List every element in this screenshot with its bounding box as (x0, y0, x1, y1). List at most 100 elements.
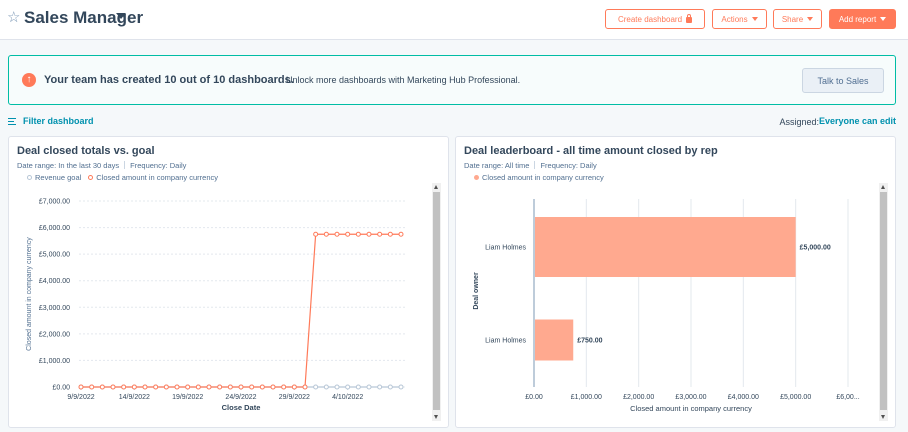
scrollbar-thumb[interactable] (880, 192, 887, 410)
data-point (110, 384, 116, 390)
report-title[interactable]: Deal leaderboard - all time amount close… (464, 145, 718, 157)
data-point (334, 231, 340, 237)
x-axis-label: Close Date (222, 403, 261, 412)
date-range: Date range: In the last 30 days (17, 161, 120, 170)
data-point (377, 384, 383, 390)
legend-item-revenue-goal[interactable]: Revenue goal (27, 173, 81, 182)
data-point (313, 384, 319, 390)
legend-item-closed-amount[interactable]: Closed amount in company currency (88, 173, 218, 182)
data-point (249, 384, 255, 390)
x-tick-label: £0.00 (525, 394, 543, 401)
data-point (313, 231, 319, 237)
category-label: Liam Holmes (485, 338, 526, 345)
bar (535, 217, 796, 277)
data-point (377, 231, 383, 237)
caret-down-icon (880, 17, 887, 21)
y-tick-label: £4,000.00 (39, 278, 70, 285)
chevron-down-icon[interactable] (116, 13, 126, 19)
scroll-down-icon[interactable] (881, 415, 885, 419)
x-tick-label: 14/9/2022 (119, 394, 150, 401)
y-tick-label: £3,000.00 (39, 305, 70, 312)
add-report-label: Add report (838, 14, 877, 24)
y-tick-label: £6,000.00 (39, 225, 70, 232)
line-chart: £0.00 £1,000.00 £2,000.00 £3,000.00 £4,000.0… (26, 199, 405, 412)
data-point (366, 384, 372, 390)
caret-down-icon (751, 17, 758, 21)
frequency: Frequency: Daily (540, 161, 597, 170)
series-line (81, 233, 401, 388)
data-point (217, 384, 223, 390)
y-tick-label: £5,000.00 (39, 252, 70, 259)
scroll-down-icon[interactable] (434, 415, 438, 419)
legend-item-closed-amount[interactable]: Closed amount in company currency (474, 173, 604, 182)
report-meta: Date range: All time Frequency: Daily (464, 161, 597, 170)
create-dashboard-button[interactable]: Create dashboard (605, 9, 705, 29)
y-axis-label: Closed amount in company currency (26, 237, 33, 351)
create-dashboard-label: Create dashboard (617, 14, 683, 24)
scroll-up-icon[interactable] (881, 185, 885, 189)
talk-to-sales-button[interactable]: Talk to Sales (802, 68, 884, 93)
x-tick-label: 4/10/2022 (332, 394, 363, 401)
x-tick-label: 24/9/2022 (225, 394, 256, 401)
y-tick-label: £0.00 (52, 385, 70, 392)
legend-label: Closed amount in company currency (96, 173, 219, 182)
legend-marker (88, 175, 94, 180)
filter-row: Filter dashboard Assigned: Everyone can … (8, 116, 896, 130)
legend-label: Revenue goal (35, 173, 82, 182)
data-point (99, 384, 105, 390)
data-point (163, 384, 169, 390)
scroll-up-icon[interactable] (434, 185, 438, 189)
filter-dashboard-link[interactable]: Filter dashboard (23, 116, 94, 126)
x-tick-label: £5,000.00 (780, 394, 811, 401)
x-tick-label: £2,000.00 (623, 394, 654, 401)
share-label: Share (781, 14, 804, 24)
data-point (78, 384, 84, 390)
data-point (195, 384, 201, 390)
x-tick-label: £6,00... (836, 394, 859, 401)
data-point (302, 384, 308, 390)
lock-icon (686, 14, 693, 23)
scrollbar-thumb[interactable] (433, 192, 440, 410)
bar (535, 319, 574, 361)
assigned-label: Assigned: (779, 117, 819, 127)
report-title[interactable]: Deal closed totals vs. goal (17, 145, 155, 157)
legend-marker (474, 175, 479, 180)
data-point (185, 384, 191, 390)
scrollbar[interactable] (432, 183, 441, 421)
data-point (174, 384, 180, 390)
data-point (238, 384, 244, 390)
data-point (89, 384, 95, 390)
date-range: Date range: All time (464, 161, 530, 170)
data-point (398, 231, 404, 237)
bar-chart: £0.00 £1,000.00 £2,000.00 £3,000.00 £4,000.0… (473, 199, 860, 413)
assigned-value-link[interactable]: Everyone can edit (818, 116, 896, 126)
scrollbar[interactable] (879, 183, 888, 421)
data-point (206, 384, 212, 390)
y-axis-label: Deal owner (473, 272, 480, 310)
data-point (387, 231, 393, 237)
x-tick-label: 19/9/2022 (172, 394, 203, 401)
arrow-up-icon: ↑ (22, 73, 36, 87)
data-point (323, 384, 329, 390)
chart-legend: Closed amount in company currency (474, 173, 604, 182)
data-point (281, 384, 287, 390)
data-label: £750.00 (577, 338, 602, 345)
banner-background (9, 56, 895, 104)
add-report-button[interactable]: Add report (829, 9, 896, 29)
star-icon[interactable]: ☆ (7, 9, 21, 26)
dashboard-title[interactable]: Sales Manager (24, 8, 144, 27)
share-button[interactable]: Share (773, 9, 822, 29)
category-label: Liam Holmes (485, 245, 526, 252)
x-tick-label: £1,000.00 (571, 394, 602, 401)
top-bar: ☆ Sales Manager Create dashboard Actions… (0, 0, 908, 40)
data-point (323, 231, 329, 237)
data-point (291, 384, 297, 390)
actions-label: Actions (721, 14, 748, 24)
data-point (142, 384, 148, 390)
filter-icon[interactable] (8, 118, 16, 126)
caret-down-icon (807, 17, 814, 21)
actions-button[interactable]: Actions (712, 9, 767, 29)
data-point (355, 384, 361, 390)
data-point (334, 384, 340, 390)
x-axis-label: Closed amount in company currency (630, 404, 752, 413)
